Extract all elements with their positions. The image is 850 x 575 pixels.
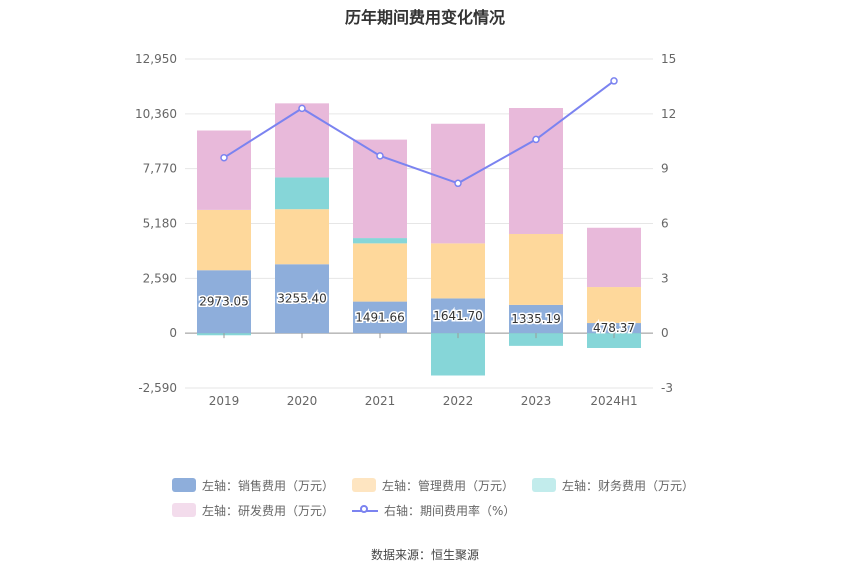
- y-left-tick-label: 0: [169, 326, 177, 340]
- x-tick-label: 2020: [287, 394, 318, 408]
- legend-label-rd: 左轴：研发费用（万元）: [202, 503, 335, 518]
- data-label-sales: 1335.19: [511, 312, 561, 326]
- data-label-sales: 3255.40: [277, 292, 327, 306]
- bar-segment-1-2022: [431, 243, 485, 299]
- bar-segment-0-2020: [275, 264, 329, 334]
- y-left-tick-label: 7,770: [143, 162, 177, 176]
- legend: 左轴：销售费用（万元） 左轴：管理费用（万元） 左轴：财务费用（万元） 左轴：研…: [172, 474, 694, 524]
- bar-segment-0-2021: [353, 301, 407, 334]
- y-right-tick-label: 12: [661, 107, 676, 121]
- bar-segment-1-2021: [353, 243, 407, 302]
- legend-swatch-admin: [352, 478, 377, 492]
- y-right-tick-label: 6: [661, 217, 669, 231]
- y-left-tick-label: 2,590: [143, 271, 177, 285]
- chart-title: 历年期间费用变化情况: [344, 8, 505, 27]
- expense-ratio-line: [223, 80, 615, 185]
- legend-line-icon: [352, 503, 379, 517]
- bar-segment-1-2019: [197, 209, 251, 271]
- bar-segment-1-2020: [275, 209, 329, 265]
- y-right-tick-label: -3: [661, 381, 673, 395]
- x-tick-label: 2022: [443, 394, 474, 408]
- expense-ratio-point: [298, 104, 306, 113]
- legend-swatch-sales: [172, 478, 196, 492]
- legend-label-sales: 左轴：销售费用（万元）: [202, 478, 335, 493]
- y-left-tick-label: 10,360: [135, 107, 177, 121]
- bar-segment-0-2022: [431, 298, 485, 334]
- y-left-tick-label: 5,180: [143, 217, 177, 231]
- bar-segment-3-2020: [275, 103, 329, 178]
- bar-segment-2-2021: [353, 238, 407, 244]
- bar-segment-0-2023: [509, 304, 563, 334]
- bar-segment-0-2019: [197, 270, 251, 334]
- x-tick-label: 2024H1: [590, 394, 637, 408]
- bar-segment-0-2024H1: [587, 323, 641, 334]
- data-label-sales: 2973.05: [199, 295, 249, 309]
- bar-segment-3-2023: [509, 108, 563, 234]
- legend-item-sales[interactable]: 左轴：销售费用（万元）: [172, 477, 334, 494]
- bar-segment-2-2024H1: [587, 333, 641, 348]
- y-right-tick-label: 0: [661, 326, 669, 340]
- legend-label-expense-ratio: 右轴：期间费用率（%）: [384, 503, 516, 518]
- expense-ratio-point: [220, 153, 228, 162]
- chart-svg: -2,590 -3 0 0 2,590 3 5,180 6 7,770 9 10,360 12 12,9…: [135, 52, 676, 408]
- y-right-tick-label: 3: [661, 271, 669, 285]
- legend-item-rd[interactable]: 左轴：研发费用（万元）: [172, 502, 334, 519]
- y-right-tick-label: 9: [661, 162, 669, 176]
- legend-swatch-rd: [172, 503, 196, 517]
- legend-item-admin[interactable]: 左轴：管理费用（万元）: [352, 477, 514, 494]
- legend-swatch-finance: [532, 478, 557, 492]
- data-label-sales: 1641.70: [433, 309, 483, 323]
- expense-ratio-point: [610, 77, 618, 85]
- expense-ratio-point: [454, 179, 462, 188]
- bar-segment-3-2024H1: [587, 227, 641, 288]
- y-left-tick-label: -2,590: [138, 381, 177, 395]
- data-label-sales: 1491.66: [355, 310, 405, 324]
- y-left-tick-label: 12,950: [135, 52, 177, 66]
- data-source: 数据来源：恒生聚源: [370, 548, 479, 562]
- bar-segment-2-2022: [431, 333, 485, 376]
- y-right-tick-label: 15: [661, 52, 676, 66]
- bar-segment-2-2023: [509, 333, 563, 346]
- expense-ratio-point: [532, 135, 540, 144]
- bar-segment-1-2024H1: [587, 287, 641, 324]
- data-label-sales: 478.37: [593, 321, 635, 335]
- bar-segment-2-2020: [275, 177, 329, 210]
- x-tick-label: 2023: [521, 394, 552, 408]
- legend-label-finance: 左轴：财务费用（万元）: [562, 478, 695, 493]
- expense-ratio-point: [376, 152, 384, 160]
- bar-segment-3-2019: [197, 130, 251, 210]
- legend-label-admin: 左轴：管理费用（万元）: [382, 478, 515, 493]
- legend-item-expense-ratio[interactable]: 右轴：期间费用率（%）: [352, 502, 515, 519]
- x-tick-label: 2021: [365, 394, 396, 408]
- x-tick-label: 2019: [209, 394, 240, 408]
- bar-segment-1-2023: [509, 233, 563, 305]
- legend-item-finance[interactable]: 左轴：财务费用（万元）: [532, 477, 694, 494]
